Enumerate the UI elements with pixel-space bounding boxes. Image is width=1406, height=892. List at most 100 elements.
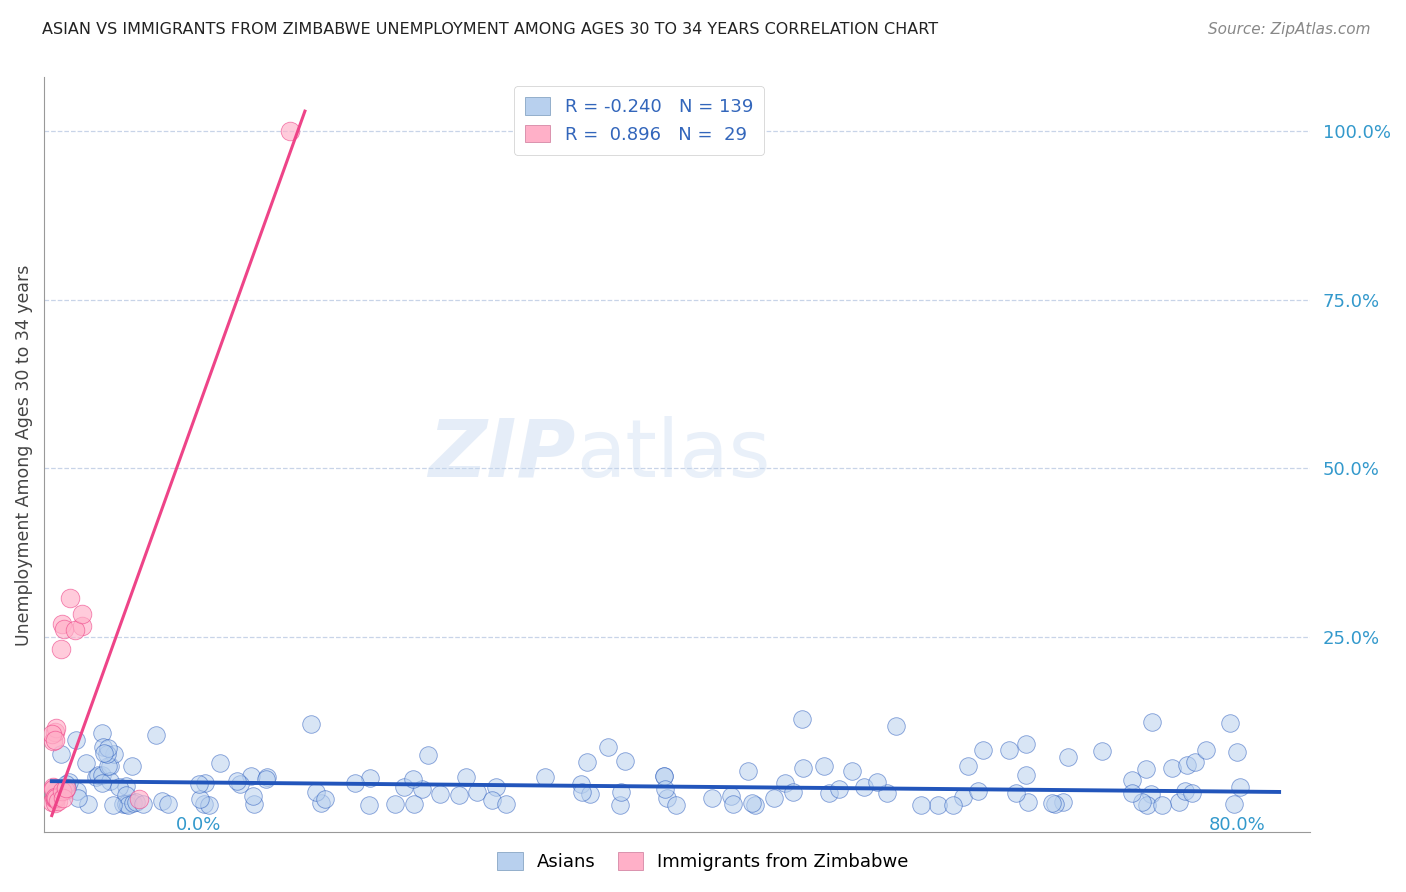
Point — [309, 796, 332, 810]
Point — [1226, 745, 1249, 759]
Point — [101, 797, 124, 812]
Point — [66, 784, 89, 798]
Point — [44, 791, 66, 805]
Point — [97, 740, 120, 755]
Point — [98, 773, 121, 788]
Point — [42, 780, 65, 794]
Point — [114, 780, 136, 794]
Point — [652, 769, 675, 783]
Point — [198, 797, 221, 812]
Point — [1017, 796, 1039, 810]
Point — [534, 770, 557, 784]
Point — [813, 759, 835, 773]
Point — [357, 797, 380, 812]
Point — [1168, 795, 1191, 809]
Point — [484, 780, 506, 794]
Y-axis label: Unemployment Among Ages 30 to 34 years: Unemployment Among Ages 30 to 34 years — [15, 264, 32, 646]
Point — [44, 780, 66, 795]
Point — [1181, 786, 1204, 800]
Point — [966, 783, 988, 797]
Point — [114, 797, 136, 812]
Point — [481, 793, 503, 807]
Point — [41, 727, 63, 741]
Point — [91, 726, 114, 740]
Point — [569, 777, 592, 791]
Point — [817, 787, 839, 801]
Point — [1005, 786, 1028, 800]
Point — [609, 785, 631, 799]
Point — [44, 790, 66, 805]
Point — [194, 776, 217, 790]
Point — [744, 798, 766, 813]
Point — [1136, 797, 1159, 812]
Point — [596, 739, 619, 754]
Point — [254, 772, 277, 786]
Point — [654, 781, 676, 796]
Point — [278, 124, 301, 138]
Point — [84, 770, 107, 784]
Point — [70, 619, 93, 633]
Point — [157, 797, 180, 812]
Point — [121, 797, 143, 811]
Point — [910, 797, 932, 812]
Point — [42, 733, 65, 747]
Point — [956, 758, 979, 772]
Point — [41, 782, 63, 797]
Point — [852, 780, 875, 795]
Point — [790, 712, 813, 726]
Point — [1152, 797, 1174, 812]
Point — [1130, 795, 1153, 809]
Point — [49, 641, 72, 656]
Point — [1219, 715, 1241, 730]
Point — [193, 797, 215, 811]
Point — [792, 761, 814, 775]
Point — [884, 719, 907, 733]
Point — [66, 791, 89, 805]
Point — [1015, 768, 1038, 782]
Point — [741, 797, 763, 811]
Point — [411, 781, 433, 796]
Point — [44, 732, 66, 747]
Point — [256, 770, 278, 784]
Point — [188, 777, 211, 791]
Point — [91, 739, 114, 754]
Point — [1014, 737, 1036, 751]
Point — [782, 785, 804, 799]
Point — [208, 756, 231, 771]
Point — [75, 756, 97, 771]
Point — [46, 794, 69, 808]
Point — [578, 787, 600, 801]
Legend: R = -0.240   N = 139, R =  0.896   N =  29: R = -0.240 N = 139, R = 0.896 N = 29 — [515, 87, 763, 155]
Point — [125, 795, 148, 809]
Point — [51, 747, 73, 761]
Point — [952, 790, 974, 805]
Text: atlas: atlas — [575, 416, 770, 494]
Point — [117, 797, 139, 812]
Point — [876, 786, 898, 800]
Point — [91, 768, 114, 782]
Point — [128, 792, 150, 806]
Point — [841, 764, 863, 778]
Point — [737, 764, 759, 778]
Point — [972, 743, 994, 757]
Point — [927, 798, 949, 813]
Point — [609, 797, 631, 812]
Point — [299, 717, 322, 731]
Point — [93, 746, 115, 760]
Point — [112, 797, 135, 812]
Point — [51, 616, 73, 631]
Point — [114, 789, 136, 803]
Point — [45, 791, 67, 805]
Point — [103, 747, 125, 761]
Point — [70, 607, 93, 622]
Point — [52, 790, 75, 805]
Point — [359, 771, 381, 785]
Point — [571, 785, 593, 799]
Point — [56, 780, 79, 795]
Point — [465, 785, 488, 799]
Point — [1177, 757, 1199, 772]
Point — [226, 773, 249, 788]
Point — [229, 777, 252, 791]
Point — [1160, 762, 1182, 776]
Point — [1057, 749, 1080, 764]
